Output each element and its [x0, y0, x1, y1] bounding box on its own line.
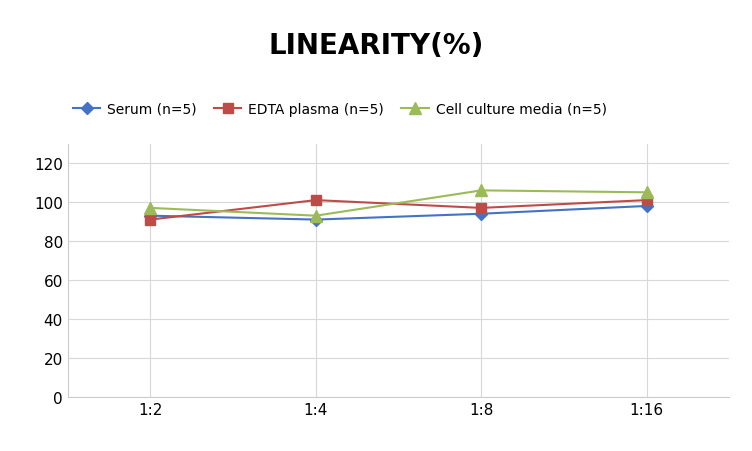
Cell culture media (n=5) [642, 190, 651, 196]
Legend: Serum (n=5), EDTA plasma (n=5), Cell culture media (n=5): Serum (n=5), EDTA plasma (n=5), Cell cul… [67, 97, 612, 122]
Serum (n=5) [311, 217, 320, 223]
EDTA plasma (n=5) [146, 217, 155, 223]
Line: EDTA plasma (n=5): EDTA plasma (n=5) [146, 196, 651, 225]
EDTA plasma (n=5) [311, 198, 320, 203]
Serum (n=5) [146, 213, 155, 219]
Line: Serum (n=5): Serum (n=5) [146, 202, 651, 224]
Cell culture media (n=5) [477, 188, 486, 193]
Serum (n=5) [477, 212, 486, 217]
Cell culture media (n=5) [146, 206, 155, 211]
Cell culture media (n=5) [311, 213, 320, 219]
Serum (n=5) [642, 204, 651, 209]
EDTA plasma (n=5) [477, 206, 486, 211]
Line: Cell culture media (n=5): Cell culture media (n=5) [145, 185, 652, 222]
Text: LINEARITY(%): LINEARITY(%) [268, 32, 484, 60]
EDTA plasma (n=5) [642, 198, 651, 203]
